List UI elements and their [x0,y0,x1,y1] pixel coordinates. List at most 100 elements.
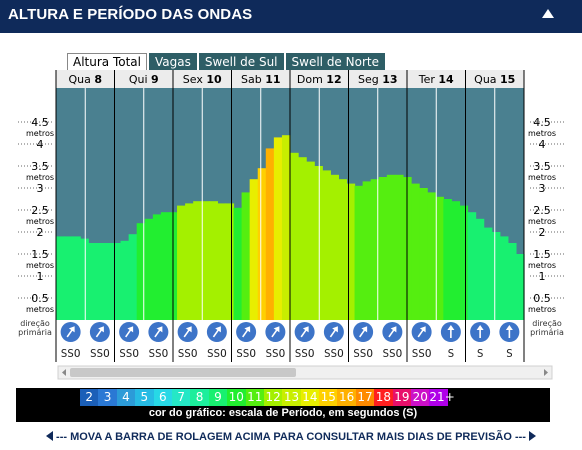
direction-code: SSO [295,347,315,360]
wave-bar [467,212,477,320]
arrow-head [447,325,455,330]
wave-bar [128,234,138,320]
wave-bar [507,243,517,320]
period-scale-cell: 16 [337,389,356,406]
scrollbar-thumb [70,368,296,377]
wave-bar [96,243,106,320]
direction-arrow-icon [95,326,104,338]
collapse-arrow-icon[interactable] [542,9,554,18]
period-scale-cell: 12 [263,389,283,406]
wave-chart-svg: Qua 8 Qui 9 Sex 10 Sab 11 Dom 12 Seg 13 Ter 14… [18,70,564,380]
tab-swell-de-sul[interactable]: Swell de Sul [198,53,284,70]
tab-swell-de-norte[interactable]: Swell de Norte [285,53,385,70]
day-label: Qui 9 [129,73,159,86]
tab-altura-total[interactable]: Altura Total [67,53,147,71]
y-unit-label-right: metros [528,217,556,226]
direction-code: SSO [412,347,432,360]
day-label: Sex 10 [183,73,222,86]
arrow-head [273,326,280,333]
wave-bar [330,174,340,320]
y-tick-label-left: 0.5 [31,292,49,305]
scroll-left-icon [62,369,66,376]
arrow-head [476,325,484,330]
arrow-left-icon [46,431,54,441]
wave-bar [144,218,154,320]
y-tick-label-left: 4.5 [31,116,49,129]
period-scale-bar: 2 3 4 5 6 7 8 9 10 11 12 13 14 15 16 17 18 19 20 21+ cor do… [16,388,550,422]
arrow-head [185,326,192,333]
tab-vagas[interactable]: Vagas [148,53,197,70]
period-scale-cell: 9 [208,389,228,406]
arrow-head [156,326,163,333]
y-tick-label-left: 2 [37,226,44,239]
wave-bar [491,232,501,320]
wave-bar [483,227,493,320]
arrow-head [98,326,104,333]
arrow-head [302,326,309,333]
period-scale-cell: 15 [319,389,338,406]
direction-code: S [506,347,513,360]
wave-bar [338,179,348,320]
day-number: 12 [326,73,341,86]
y-unit-label-right: metros [528,173,556,182]
arrow-head [419,326,426,333]
y-unit-label-left: metros [26,173,54,182]
direction-label-right: direção [532,319,562,328]
arrow-head [215,326,221,333]
wave-bar [290,152,299,320]
wave-bar [160,212,170,320]
y-tick-label-right: 2.5 [533,204,551,217]
direction-arrow-icon [388,326,397,338]
wave-bar [201,201,210,320]
day-label: Sab 11 [241,73,281,86]
arrow-head [505,325,513,330]
wave-bar [185,203,194,320]
wave-bar [217,203,227,320]
direction-arrow-icon [154,326,163,338]
wave-bar [281,135,291,320]
y-tick-label-right: 1.5 [533,248,551,261]
wave-bar [64,236,73,320]
direction-arrow-icon [476,325,484,338]
day-label: Seg 13 [358,73,398,86]
wave-bar [233,207,243,320]
day-label: Dom 12 [297,73,342,86]
wave-bar [322,170,331,320]
wave-bar [88,243,97,320]
wave-bar [346,183,356,320]
period-scale-cell: 19 [392,389,412,406]
wave-bar [298,157,307,320]
y-tick-label-right: 3.5 [533,160,551,173]
day-number: 8 [94,73,102,86]
day-name: Dom [297,73,326,86]
wave-bar [411,183,420,320]
scroll-hint-text: MOVA A BARRA DE ROLAGEM ACIMA PARA CONSU… [70,431,512,443]
period-scale-cell: 11 [245,389,264,406]
direction-arrow-icon [125,326,134,338]
period-scale-cell: 4 [116,389,136,406]
wave-chart: Qua 8 Qui 9 Sex 10 Sab 11 Dom 12 Seg 13 Ter 14… [0,70,582,390]
direction-code: SSO [265,347,285,360]
day-number: 11 [265,73,280,86]
y-unit-label-left: metros [26,217,54,226]
direction-code: SSO [236,347,256,360]
wave-bar [257,168,267,320]
wave-bar [56,236,65,320]
y-tick-label-right: 2 [539,226,546,239]
direction-arrow-icon [359,326,368,338]
wave-bar [427,192,436,320]
wave-bar [249,179,259,320]
day-label: Qua 15 [474,73,515,86]
wave-bar [152,214,162,320]
day-number: 15 [500,73,515,86]
direction-arrow-icon [447,325,455,338]
period-scale-cell: 6 [153,389,172,406]
direction-arrow-icon [300,326,309,338]
arrow-head [127,326,134,333]
period-scale-cell: 7 [171,389,191,406]
wave-bar [386,174,396,320]
wave-bar [104,243,114,320]
period-scale-cell: 8 [190,389,209,406]
period-scale-cell: 20 [411,389,430,406]
scroll-hint-dashes-right: --- [511,431,526,443]
